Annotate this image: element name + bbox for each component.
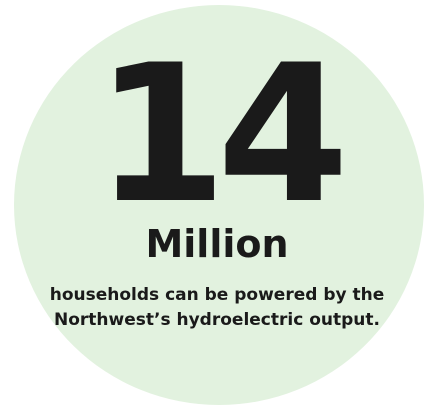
caption-line-1: households can be powered by the <box>49 285 385 305</box>
stat-caption: households can be powered by the Northwe… <box>0 283 434 333</box>
stat-unit: Million <box>145 222 289 266</box>
caption-line-2: Northwest’s hydroelectric output. <box>54 310 380 330</box>
stat-number: 14 <box>94 24 349 245</box>
background-circle <box>14 5 424 405</box>
